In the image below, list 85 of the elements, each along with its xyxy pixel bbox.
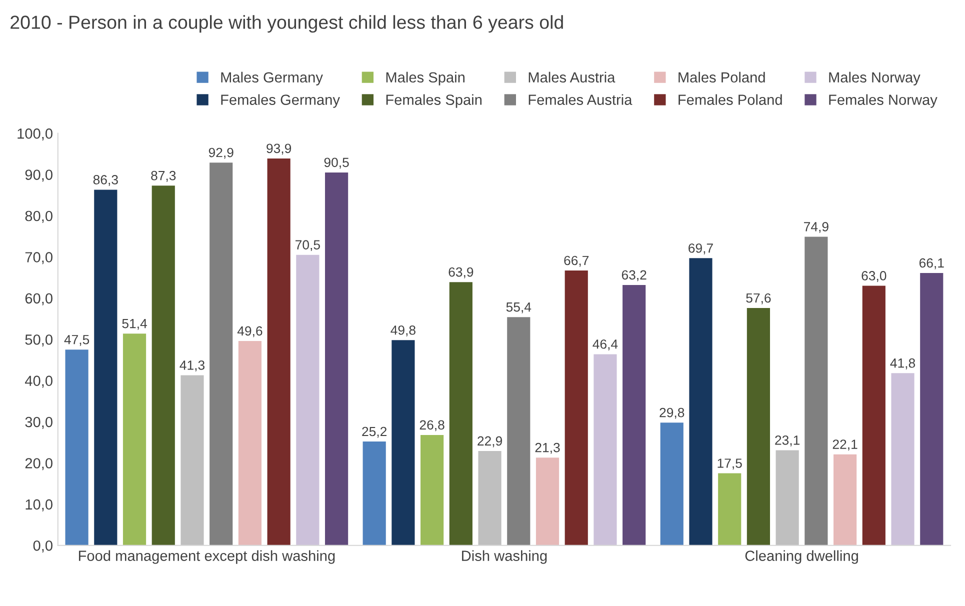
bar	[660, 422, 684, 546]
legend-label: Males Norway	[829, 72, 920, 86]
bar	[210, 162, 233, 546]
data-label: 22,9	[478, 436, 502, 448]
bar	[267, 158, 290, 546]
data-label: 66,7	[564, 256, 589, 267]
bar	[180, 375, 204, 546]
bar	[689, 258, 712, 546]
data-label: 86,3	[93, 175, 118, 186]
bar	[622, 284, 646, 546]
data-label: 87,3	[151, 170, 176, 182]
data-label: 92,9	[208, 148, 234, 159]
data-label: 25,2	[362, 426, 387, 438]
bar	[238, 341, 262, 546]
legend-label: Males Poland	[678, 72, 765, 83]
data-label: 17,5	[718, 458, 742, 470]
data-label: 66,1	[919, 258, 944, 270]
x-tick-label: Cleaning dwelling	[745, 550, 858, 564]
data-label: 26,8	[420, 420, 444, 432]
bar	[392, 340, 415, 546]
y-tick-label: 90,0	[25, 170, 52, 182]
data-label: 46,4	[592, 339, 618, 350]
bar	[478, 451, 502, 546]
y-tick-label: 70,0	[25, 252, 52, 264]
bar	[536, 458, 560, 546]
legend-label: Males Germany	[221, 72, 323, 86]
bar	[776, 450, 799, 546]
data-label: 51,4	[122, 319, 147, 330]
legend-label: Females Austria	[528, 94, 632, 105]
bar	[362, 442, 386, 546]
bar	[94, 190, 118, 546]
legend-label: Females Germany	[221, 94, 340, 108]
x-tick-label: Food management except dish washing	[78, 550, 335, 564]
bar	[296, 254, 320, 546]
legend-label: Females Norway	[829, 94, 938, 108]
legend-label: Males Austria	[528, 72, 616, 83]
bar	[804, 236, 828, 546]
bar	[920, 273, 944, 546]
data-label: 57,6	[746, 293, 771, 304]
bar	[564, 270, 588, 546]
data-label: 63,9	[448, 267, 474, 278]
data-label: 41,8	[890, 358, 916, 370]
bar	[891, 373, 914, 546]
bar	[746, 308, 770, 546]
bar	[152, 186, 175, 546]
data-label: 49,8	[390, 325, 416, 336]
legend-label: Females Poland	[678, 94, 782, 105]
chart-title: 2010 - Person in a couple with youngest child less than 6 years old	[10, 15, 563, 33]
data-label: 29,8	[660, 408, 684, 419]
y-tick-label: 20,0	[25, 458, 52, 470]
data-label: 49,6	[237, 326, 262, 338]
y-tick-label: 100,0	[18, 128, 52, 140]
legend-label: Females Spain	[386, 94, 482, 108]
bar	[507, 317, 530, 546]
data-label: 93,9	[266, 144, 292, 155]
y-tick-label: 10,0	[26, 499, 52, 512]
bar	[862, 286, 886, 546]
bar	[420, 434, 444, 546]
data-label: 55,4	[506, 302, 532, 314]
data-label: 47,5	[64, 335, 90, 346]
bar	[449, 282, 472, 546]
bar	[594, 354, 617, 546]
data-label: 90,5	[324, 158, 349, 169]
y-tick-label: 30,0	[25, 416, 52, 429]
data-label: 22,1	[832, 440, 858, 451]
y-tick-label: 50,0	[25, 334, 52, 347]
bar	[834, 454, 857, 546]
data-label: 41,3	[180, 360, 204, 372]
y-tick-label: 80,0	[25, 210, 52, 223]
y-tick-label: 60,0	[25, 293, 52, 306]
bar	[718, 473, 742, 546]
bar	[325, 172, 348, 546]
data-label: 63,0	[862, 271, 886, 282]
data-label: 70,5	[296, 240, 320, 252]
y-tick-label: 40,0	[24, 376, 52, 388]
data-label: 74,9	[804, 222, 828, 233]
bar	[122, 334, 146, 546]
legend-label: Males Spain	[386, 72, 464, 86]
data-label: 23,1	[775, 435, 800, 446]
data-label: 63,2	[622, 270, 646, 282]
data-label: 69,7	[688, 243, 713, 254]
y-tick-label: 0,0	[33, 540, 52, 553]
bar	[65, 350, 88, 546]
data-label: 21,3	[535, 442, 560, 454]
x-tick-label: Dish washing	[462, 550, 547, 564]
